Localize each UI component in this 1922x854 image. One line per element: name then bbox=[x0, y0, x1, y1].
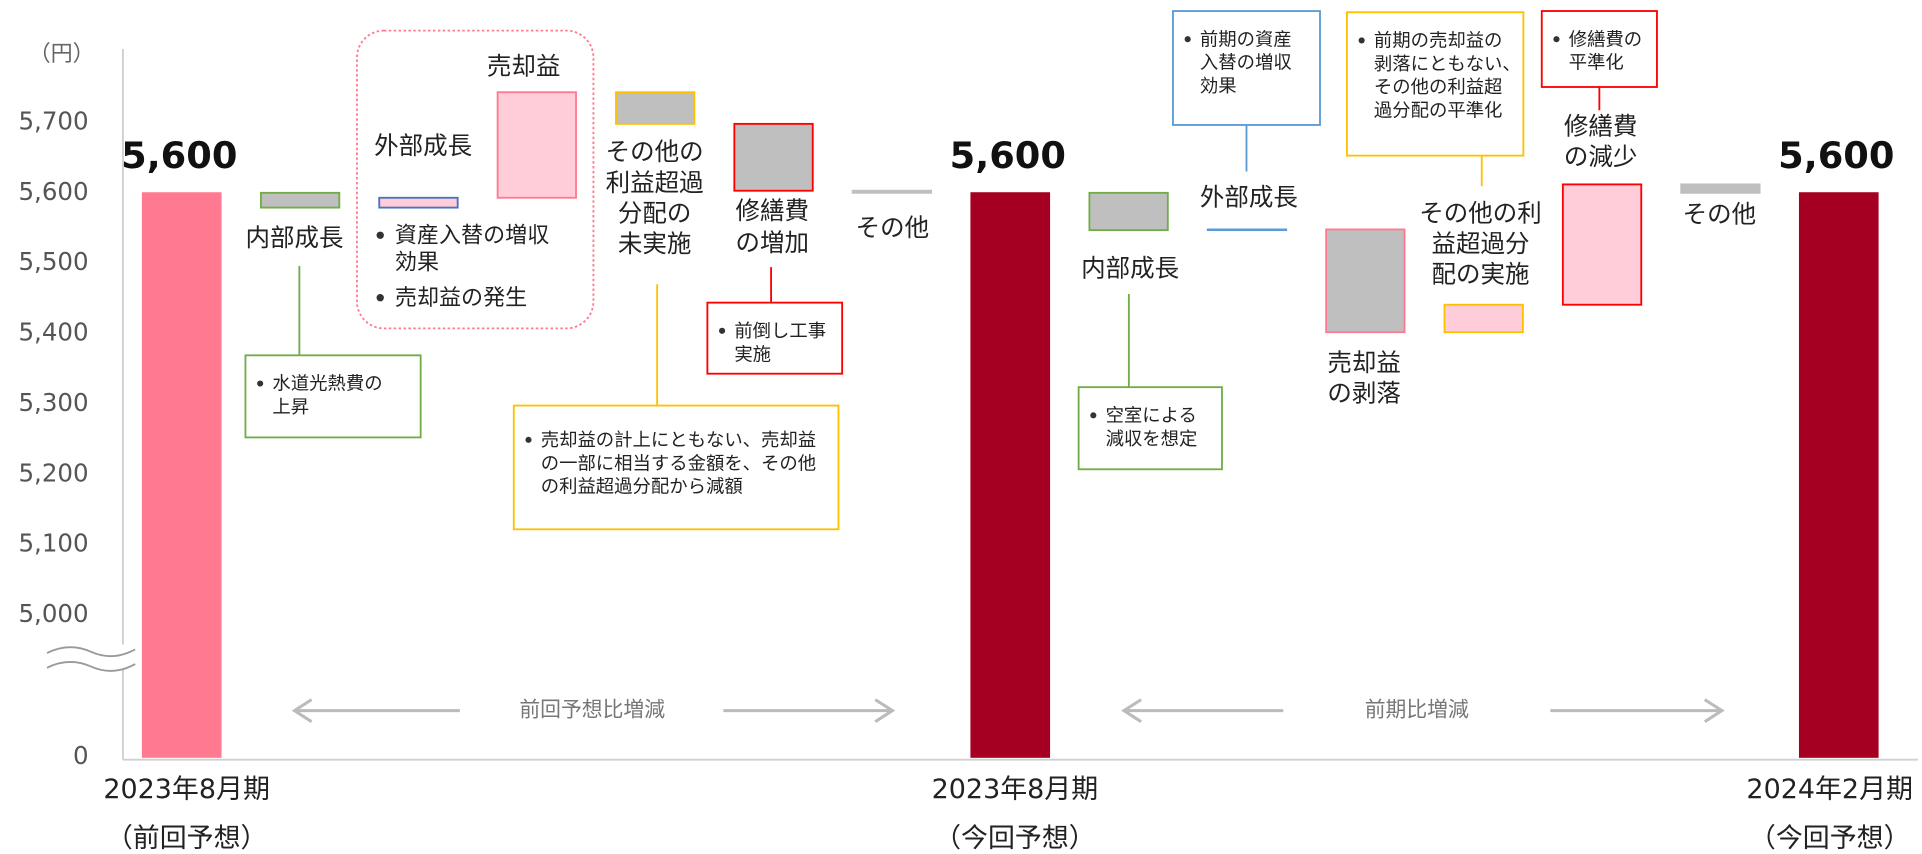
callout-box bbox=[1346, 11, 1525, 157]
delta-bar bbox=[1088, 191, 1169, 232]
y-tick-label: 5,400 bbox=[18, 318, 88, 347]
callout-text: 効果 bbox=[395, 250, 439, 275]
comparison-arrow bbox=[1121, 698, 1284, 723]
callout-text: 過分配の平準化 bbox=[1374, 100, 1503, 121]
category-label: 分配の bbox=[618, 198, 692, 227]
comparison-arrow bbox=[291, 698, 460, 723]
bullet bbox=[1358, 37, 1365, 44]
comparison-label: 前回予想比増減 bbox=[519, 698, 665, 722]
delta-bar bbox=[1680, 183, 1761, 194]
category-label: の減少 bbox=[1564, 142, 1637, 171]
delta-bar bbox=[1206, 228, 1288, 232]
delta-bar bbox=[1561, 183, 1643, 306]
category-label: 修繕費 bbox=[1564, 111, 1637, 140]
callout-box bbox=[244, 354, 422, 439]
category-label: 2024年2月期 bbox=[1746, 774, 1913, 805]
callout-text: 水道光熱費の bbox=[272, 374, 382, 395]
category-label: （今回予想） bbox=[1749, 823, 1911, 854]
category-label: 外部成長 bbox=[374, 131, 472, 160]
callout-box bbox=[512, 404, 840, 531]
comparison-label: 前期比増減 bbox=[1365, 698, 1469, 722]
category-label: の増加 bbox=[736, 228, 810, 257]
category-label: 修繕費 bbox=[736, 196, 810, 225]
callout-text: 平準化 bbox=[1569, 53, 1624, 74]
callout-text: その他の利益超 bbox=[1374, 77, 1503, 98]
category-label: 2023年8月期 bbox=[932, 774, 1099, 805]
callout-text: 実施 bbox=[734, 344, 771, 365]
delta-bar bbox=[1443, 303, 1524, 334]
total-bar bbox=[1798, 192, 1879, 758]
y-tick-label: 5,500 bbox=[18, 247, 88, 276]
comparison-arrow bbox=[1550, 698, 1725, 723]
delta-bar bbox=[733, 122, 814, 192]
category-label: 2023年8月期 bbox=[103, 774, 270, 805]
axis-break bbox=[44, 644, 138, 672]
total-bar bbox=[141, 192, 222, 758]
callout-text: 修繕費の bbox=[1569, 29, 1642, 50]
category-label: 外部成長 bbox=[1200, 182, 1298, 211]
callout-text: 売却益の発生 bbox=[395, 286, 527, 311]
y-tick-label: 5,600 bbox=[18, 177, 88, 206]
bullet bbox=[525, 436, 532, 443]
y-tick-label: 5,200 bbox=[18, 458, 88, 487]
callout-text: 剥落にともない、 bbox=[1374, 54, 1521, 75]
category-label: その他の利 bbox=[1419, 198, 1542, 227]
category-label: （前回予想） bbox=[106, 823, 268, 854]
y-tick-label: 5,700 bbox=[18, 106, 88, 135]
y-tick-label: 5,000 bbox=[18, 599, 88, 628]
total-bar bbox=[970, 192, 1051, 758]
value-label: 5,600 bbox=[950, 134, 1066, 177]
callout-text: 資産入替の増収 bbox=[395, 223, 549, 248]
bullet bbox=[719, 327, 726, 334]
value-label: 5,600 bbox=[1778, 134, 1894, 177]
callout-text: 空室による bbox=[1106, 406, 1197, 427]
callout-text: 効果 bbox=[1200, 76, 1237, 97]
callout-text: の一部に相当する金額を、その他 bbox=[541, 453, 816, 474]
bullet bbox=[1553, 36, 1560, 43]
delta-bar bbox=[259, 191, 341, 209]
delta-bar bbox=[378, 196, 459, 209]
delta-bar bbox=[496, 91, 577, 199]
delta-bar bbox=[851, 189, 933, 194]
category-label: 配の実施 bbox=[1432, 260, 1530, 289]
category-label: の剥落 bbox=[1327, 379, 1401, 408]
bullet bbox=[376, 294, 384, 302]
bullet bbox=[1090, 412, 1097, 419]
category-label: （今回予想） bbox=[934, 823, 1096, 854]
callout-text: 入替の増収 bbox=[1200, 53, 1292, 74]
delta-bar bbox=[615, 91, 696, 125]
callout-text: 減収を想定 bbox=[1106, 429, 1198, 450]
y-tick-label: 5,300 bbox=[18, 388, 88, 417]
callout-text: 売却益の計上にともない、売却益 bbox=[541, 430, 816, 451]
callout-text: 上昇 bbox=[272, 397, 309, 418]
bullet bbox=[1184, 36, 1191, 43]
delta-bar bbox=[1325, 228, 1406, 334]
category-label: その他 bbox=[856, 213, 930, 242]
y-tick-label: 5,100 bbox=[18, 529, 88, 558]
callout-box bbox=[706, 301, 844, 375]
category-label: 売却益 bbox=[1327, 348, 1401, 377]
y-tick-label: 0 bbox=[73, 741, 89, 770]
category-label: 未実施 bbox=[618, 229, 692, 258]
category-label: 売却益 bbox=[487, 51, 560, 80]
callout-text: 前倒し工事 bbox=[734, 321, 826, 342]
comparison-arrow bbox=[723, 698, 896, 723]
callout-text: の利益超過分配から減額 bbox=[541, 477, 743, 498]
category-label: 内部成長 bbox=[245, 223, 343, 252]
value-label: 5,600 bbox=[121, 134, 237, 177]
callout-text: 前期の売却益の bbox=[1374, 31, 1503, 52]
category-label: 内部成長 bbox=[1081, 254, 1179, 283]
bullet bbox=[257, 380, 264, 387]
category-label: 益超過分 bbox=[1432, 229, 1530, 258]
y-unit-label: （円） bbox=[29, 42, 95, 67]
category-label: 利益超過 bbox=[606, 168, 704, 197]
callout-box bbox=[1077, 386, 1223, 471]
callout-text: 前期の資産 bbox=[1200, 29, 1292, 50]
bullet bbox=[376, 231, 384, 239]
category-label: その他の bbox=[606, 137, 704, 166]
category-label: その他 bbox=[1683, 200, 1756, 229]
